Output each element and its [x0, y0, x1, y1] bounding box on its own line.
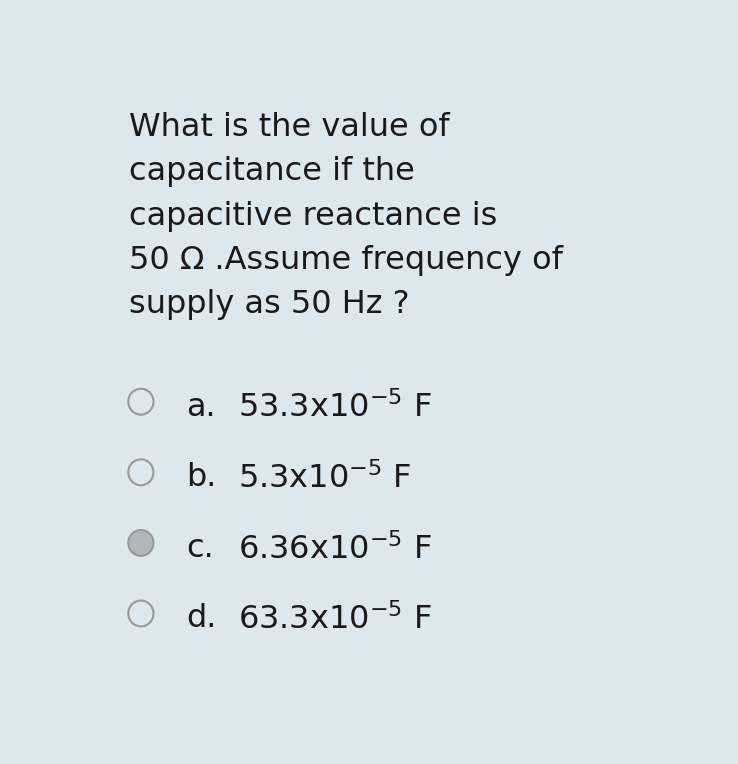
Text: c.: c. — [187, 533, 214, 564]
Text: supply as 50 Hz ?: supply as 50 Hz ? — [129, 289, 410, 320]
Circle shape — [128, 389, 154, 415]
Text: 6.36x10$^{-5}$ F: 6.36x10$^{-5}$ F — [238, 533, 432, 565]
Text: 63.3x10$^{-5}$ F: 63.3x10$^{-5}$ F — [238, 604, 432, 636]
Circle shape — [128, 459, 154, 485]
Text: capacitance if the: capacitance if the — [129, 157, 415, 187]
Text: d.: d. — [187, 604, 217, 634]
Text: capacitive reactance is: capacitive reactance is — [129, 200, 498, 231]
Text: 53.3x10$^{-5}$ F: 53.3x10$^{-5}$ F — [238, 392, 432, 425]
Text: 50 Ω .Assume frequency of: 50 Ω .Assume frequency of — [129, 244, 563, 276]
Circle shape — [128, 601, 154, 626]
Text: 5.3x10$^{-5}$ F: 5.3x10$^{-5}$ F — [238, 462, 412, 495]
Text: What is the value of: What is the value of — [129, 112, 450, 144]
Text: b.: b. — [187, 462, 217, 494]
Text: a.: a. — [187, 392, 216, 422]
Circle shape — [128, 530, 154, 556]
